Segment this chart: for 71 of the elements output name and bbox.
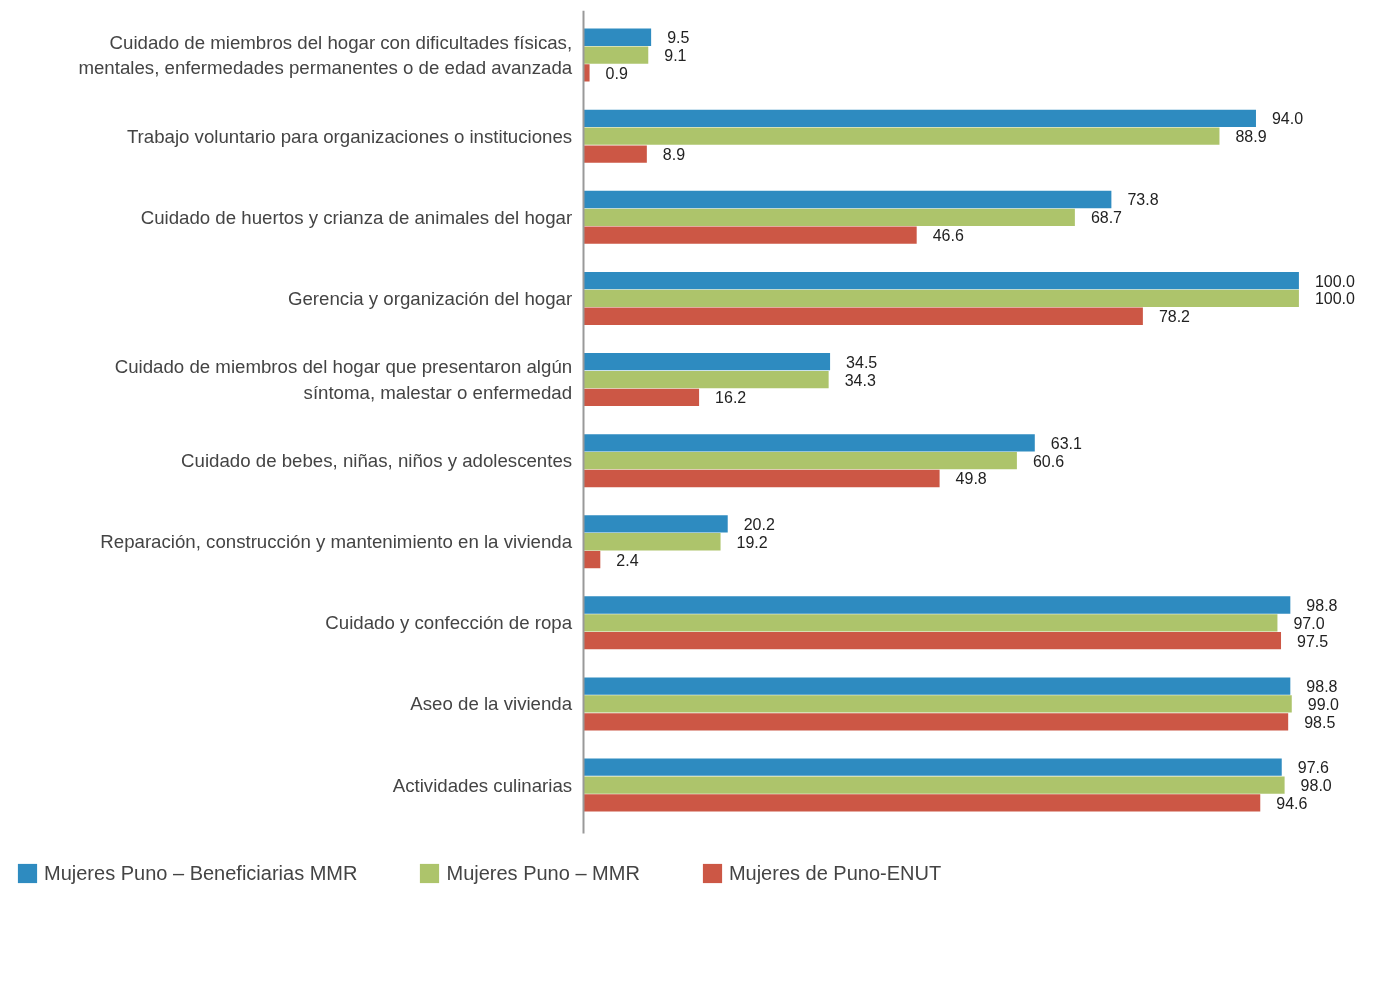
data-label: 98.5 xyxy=(1304,713,1336,731)
data-label: 9.1 xyxy=(664,47,687,65)
bar xyxy=(583,46,649,64)
y-tick-label: Cuidado de miembros del hogar con dificultades físicas, mentales, enfermedades permanentes o de edad avanzada xyxy=(78,32,573,79)
data-label: 73.8 xyxy=(1127,191,1159,209)
data-label: 9.5 xyxy=(667,29,690,47)
data-label: 94.0 xyxy=(1271,110,1304,128)
data-label: 68.7 xyxy=(1090,209,1123,227)
y-tick-label: Gerencia y organización del hogar xyxy=(287,287,573,309)
bar xyxy=(583,632,1282,650)
bar xyxy=(583,533,721,551)
bar xyxy=(583,289,1299,308)
data-label: 98.0 xyxy=(1300,777,1332,795)
bar xyxy=(583,695,1292,713)
legend-label: Mujeres Puno – Beneficiarias MMR xyxy=(44,861,358,885)
legend-label: Mujeres Puno – MMR xyxy=(446,861,640,885)
bar xyxy=(583,353,831,371)
y-tick-label: Actividades culinarias xyxy=(392,774,573,796)
bar xyxy=(583,434,1035,452)
bar xyxy=(583,515,728,533)
y-tick-label: Cuidado de bebes, niñas, niños y adolescentes xyxy=(181,450,573,472)
bar xyxy=(583,109,1256,128)
data-label: 2.4 xyxy=(616,551,639,569)
bar xyxy=(583,596,1291,614)
bar xyxy=(583,145,647,163)
bar xyxy=(583,758,1282,776)
y-tick-label: Cuidado de miembros del hogar que presentaron algún síntoma, malestar o enfermedad xyxy=(114,356,573,403)
data-label: 97.6 xyxy=(1297,759,1329,777)
data-label: 98.8 xyxy=(1306,678,1338,696)
data-label: 100.0 xyxy=(1314,290,1356,308)
y-tick-label: Aseo de la vivienda xyxy=(410,693,573,715)
data-label: 97.0 xyxy=(1293,614,1325,632)
bar xyxy=(583,451,1017,470)
data-label: 60.6 xyxy=(1032,452,1065,470)
bar xyxy=(583,713,1289,731)
data-label: 98.8 xyxy=(1306,597,1338,615)
data-label: 20.2 xyxy=(743,515,775,533)
data-label: 100.0 xyxy=(1314,272,1356,290)
y-tick-label: Reparación, construcción y mantenimiento en la vivienda xyxy=(100,531,573,553)
data-label: 94.6 xyxy=(1276,794,1308,812)
bar xyxy=(583,469,940,488)
data-label: 78.2 xyxy=(1158,308,1191,326)
bar xyxy=(583,28,652,46)
y-tick-label: Trabajo voluntario para organizaciones o instituciones xyxy=(126,125,573,147)
bar xyxy=(583,190,1112,209)
data-label: 49.8 xyxy=(955,470,987,488)
data-label: 16.2 xyxy=(715,389,747,407)
bar xyxy=(583,388,700,407)
bar xyxy=(583,677,1291,695)
legend-label: Mujeres de Puno-ENUT xyxy=(728,861,942,885)
bar xyxy=(583,794,1261,812)
bar xyxy=(583,776,1285,794)
data-label: 8.9 xyxy=(662,146,686,164)
data-label: 99.0 xyxy=(1307,695,1340,713)
bar xyxy=(583,208,1075,226)
bar xyxy=(583,370,829,389)
data-label: 63.1 xyxy=(1050,434,1083,452)
data-label: 19.2 xyxy=(736,533,768,551)
data-label: 34.5 xyxy=(846,353,878,371)
bar xyxy=(583,307,1143,325)
data-label: 46.6 xyxy=(932,227,964,245)
bar xyxy=(583,271,1299,290)
y-tick-label: Cuidado de huertos y crianza de animales del hogar xyxy=(140,206,573,228)
y-tick-label: Cuidado y confección de ropa xyxy=(325,612,573,634)
data-label: 97.5 xyxy=(1297,632,1329,650)
data-label: 34.3 xyxy=(844,371,876,389)
bar xyxy=(583,127,1220,145)
bar xyxy=(583,614,1278,632)
bar xyxy=(583,226,917,244)
data-label: 0.9 xyxy=(605,64,628,82)
data-label: 88.9 xyxy=(1235,128,1267,146)
